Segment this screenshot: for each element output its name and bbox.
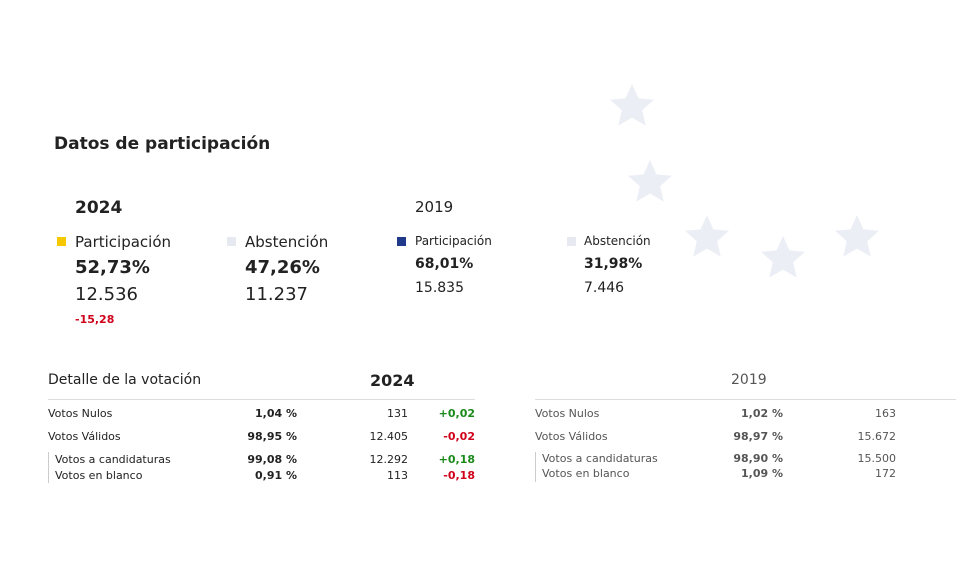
legend-swatch-participation-2024 (57, 237, 66, 246)
row-label: Votos Nulos (535, 407, 600, 420)
row-count: 15.500 (857, 452, 897, 465)
row-label: Votos a candidaturas (542, 452, 658, 465)
abstention-count-2019: 7.446 (584, 280, 625, 296)
row-diff: -0,18 (443, 469, 475, 482)
row-count: 15.672 (857, 430, 897, 443)
abstention-pct-2019: 31,98% (584, 256, 643, 272)
year-2024: 2024 (75, 198, 123, 218)
row-pct: 99,08 % (247, 453, 297, 466)
legend-swatch-abstention-2024 (227, 237, 236, 246)
participation-pct-2024: 52,73% (75, 257, 150, 278)
sub-rows-bracket (48, 452, 49, 483)
row-label: Votos en blanco (55, 469, 143, 482)
row-pct: 1,09 % (741, 467, 783, 480)
row-label: Votos Válidos (535, 430, 608, 443)
abstention-pct-2024: 47,26% (245, 257, 320, 278)
abstention-label-2024: Abstención (245, 233, 329, 251)
participation-label-2019: Participación (415, 234, 492, 248)
participation-count-2024: 12.536 (75, 284, 138, 305)
abstention-count-2024: 11.237 (245, 284, 308, 305)
legend-swatch-abstention-2019 (567, 237, 576, 246)
row-label: Votos a candidaturas (55, 453, 171, 466)
legend-swatch-participation-2019 (397, 237, 406, 246)
divider (535, 399, 956, 400)
row-pct: 0,91 % (255, 469, 297, 482)
row-pct: 1,02 % (741, 407, 783, 420)
star-icon (833, 213, 881, 261)
row-count: 163 (875, 407, 896, 420)
row-pct: 98,97 % (733, 430, 783, 443)
participation-label-2024: Participación (75, 233, 172, 251)
participation-diff-2024: -15,28 (75, 313, 115, 326)
row-count: 113 (387, 469, 408, 482)
row-pct: 1,04 % (255, 407, 297, 420)
row-count: 12.405 (369, 430, 409, 443)
star-icon (608, 82, 656, 130)
row-pct: 98,95 % (247, 430, 297, 443)
participation-pct-2019: 68,01% (415, 256, 474, 272)
detail-title: Detalle de la votación (48, 372, 202, 388)
row-diff: +0,02 (438, 407, 475, 420)
sub-rows-bracket (535, 452, 536, 482)
participation-count-2019: 15.835 (415, 280, 464, 296)
row-pct: 98,90 % (733, 452, 783, 465)
row-label: Votos Nulos (48, 407, 113, 420)
abstention-label-2019: Abstención (584, 234, 651, 248)
star-icon (683, 213, 731, 261)
row-label: Votos en blanco (542, 467, 630, 480)
row-count: 131 (387, 407, 408, 420)
star-icon (626, 158, 674, 206)
row-count: 172 (875, 467, 896, 480)
page-title: Datos de participación (54, 134, 271, 154)
row-count: 12.292 (369, 453, 409, 466)
row-diff: -0,02 (443, 430, 475, 443)
detail-year-2024: 2024 (370, 371, 415, 390)
detail-year-2019: 2019 (731, 372, 767, 388)
row-diff: +0,18 (438, 453, 475, 466)
divider (48, 399, 475, 400)
star-icon (759, 234, 807, 282)
year-2019: 2019 (415, 198, 454, 216)
row-label: Votos Válidos (48, 430, 121, 443)
